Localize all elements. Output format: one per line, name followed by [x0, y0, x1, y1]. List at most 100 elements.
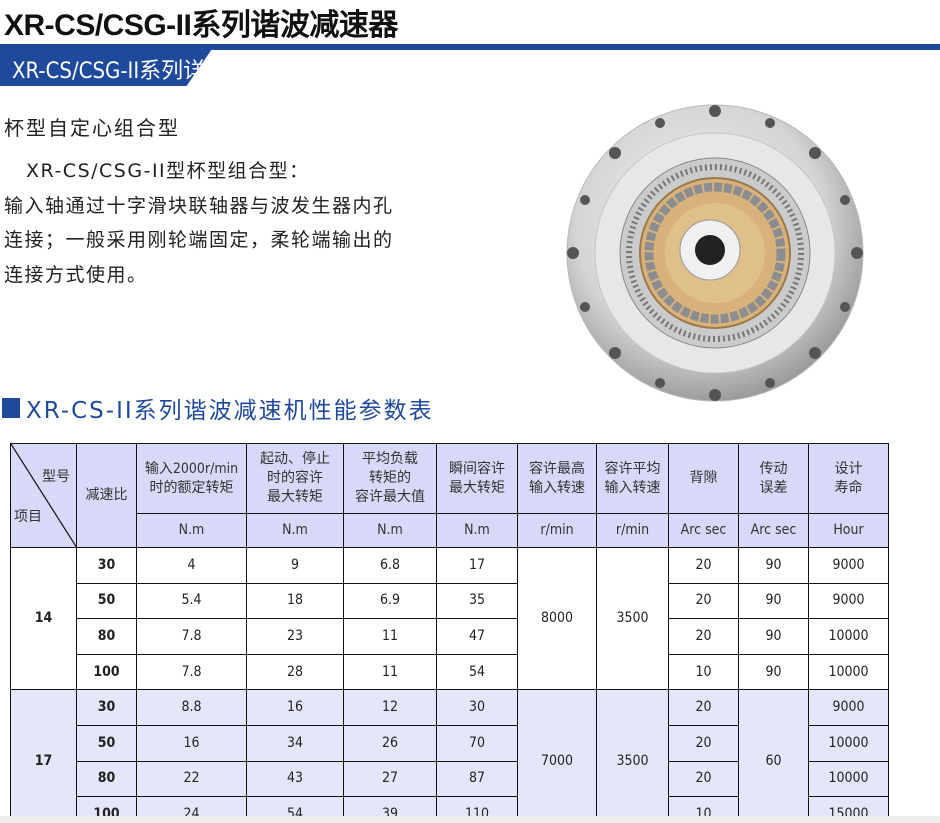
table-row: 50 5.4 18 6.9 35 20 90 9000 — [11, 582, 889, 620]
error-cell: 90 — [738, 582, 809, 620]
instant-torque-cell: 54 — [436, 653, 518, 691]
instant-torque-cell: 47 — [436, 618, 518, 655]
life-cell: 9000 — [808, 582, 889, 620]
life-cell: 9000 — [808, 689, 889, 726]
startstop-torque-cell: 18 — [246, 582, 344, 620]
rated-torque-cell: 7.8 — [136, 618, 247, 655]
description-line: 连接方式使用。 — [4, 263, 148, 286]
corner-bottom-label: 项目 — [14, 509, 42, 525]
unit-cell: r/min — [596, 513, 669, 548]
startstop-torque-cell: 9 — [246, 547, 344, 584]
description: XR-CS/CSG-II型杯型组合型： 输入轴通过十字滑块联轴器与波发生器内孔 … — [4, 154, 474, 292]
startstop-torque-cell: 23 — [246, 618, 344, 655]
table-row: 17 30 8.8 16 12 30 7000 3500 20 60 9000 — [10, 689, 889, 823]
ratio-cell: 50 — [76, 582, 137, 620]
rated-torque-cell: 22 — [136, 760, 247, 798]
column-header: 设计 寿命 — [808, 443, 889, 514]
max-speed-cell: 8000 — [517, 546, 597, 691]
rated-torque-cell: 5.4 — [136, 582, 247, 620]
avg-torque-cell: 11 — [343, 653, 437, 691]
instant-torque-cell: 70 — [436, 724, 518, 762]
ratio-cell: 50 — [76, 724, 137, 762]
instant-torque-cell: 30 — [436, 689, 518, 726]
startstop-torque-cell: 28 — [246, 653, 344, 691]
column-header: 输入2000r/min 时的额定转矩 — [136, 443, 247, 514]
unit-cell: N.m — [136, 513, 247, 548]
harmonic-reducer-image — [566, 104, 864, 402]
description-line: XR-CS/CSG-II型杯型组合型： — [26, 160, 310, 182]
square-bullet-icon — [2, 398, 20, 418]
unit-cell: r/min — [517, 513, 597, 548]
model-cell: 14 — [10, 546, 77, 691]
avg-torque-cell: 6.8 — [343, 547, 437, 584]
section-heading: XR-CS-II系列谐波减速机性能参数表 — [2, 391, 434, 425]
life-cell: 10000 — [808, 724, 889, 762]
unit-cell: Arc sec — [738, 513, 809, 548]
header-row: 型号 项目 减速比 输入2000r/min 时的额定转矩 起动、停止 时的容许 最大转矩… — [10, 443, 889, 548]
section-heading-text: XR-CS-II系列谐波减速机性能参数表 — [26, 398, 434, 424]
life-cell: 9000 — [808, 547, 889, 584]
product-type: 杯型自定心组合型 — [4, 116, 180, 140]
backlash-cell: 20 — [668, 547, 739, 584]
unit-cell: N.m — [436, 513, 518, 548]
ratio-cell: 30 — [76, 547, 137, 584]
instant-torque-cell: 87 — [436, 760, 518, 798]
rated-torque-cell: 4 — [136, 547, 247, 584]
avg-torque-cell: 11 — [343, 618, 437, 655]
ratio-cell: 80 — [76, 618, 137, 655]
ratio-cell: 100 — [76, 653, 137, 691]
backlash-cell: 20 — [668, 689, 739, 726]
avg-torque-cell: 12 — [343, 689, 437, 726]
backlash-cell: 20 — [668, 760, 739, 798]
column-header: 瞬间容许 最大转矩 — [436, 443, 518, 514]
rated-torque-cell: 16 — [136, 724, 247, 762]
life-cell: 10000 — [808, 760, 889, 798]
error-cell: 90 — [738, 547, 809, 584]
bottom-scroll-edge — [0, 816, 940, 823]
unit-cell: Hour — [808, 513, 889, 548]
table-row: 100 7.8 28 11 54 10 90 10000 — [11, 653, 889, 691]
error-cell: 90 — [738, 618, 809, 655]
instant-torque-cell: 17 — [436, 547, 518, 584]
section-banner: XR-CS/CSG-II系列详解 — [0, 49, 212, 86]
diagonal-divider — [11, 444, 77, 548]
column-header: 背隙 — [668, 443, 739, 514]
column-header: 平均负载 转矩的 容许最大值 — [343, 443, 437, 514]
column-header: 起动、停止 时的容许 最大转矩 — [246, 443, 344, 514]
table-row: 100 24 54 39 110 10 15000 — [11, 796, 889, 823]
corner-header: 型号项目 — [10, 443, 77, 548]
avg-speed-cell: 3500 — [596, 689, 669, 823]
corner-top-label: 型号 — [42, 469, 70, 485]
unit-cell: Arc sec — [668, 513, 739, 548]
units-row: N.m N.m N.m N.m r/min r/min Arc sec Arc sec Hour — [11, 513, 889, 548]
avg-torque-cell: 6.9 — [343, 582, 437, 620]
page-title: XR-CS/CSG-II系列谐波减速器 — [4, 9, 398, 42]
column-header: 减速比 — [76, 443, 137, 548]
max-speed-cell: 7000 — [517, 689, 597, 823]
error-cell: 90 — [738, 653, 809, 691]
startstop-torque-cell: 43 — [246, 760, 344, 798]
banner-text: XR-CS/CSG-II系列详解 — [12, 59, 206, 116]
unit-cell: N.m — [246, 513, 344, 548]
backlash-cell: 10 — [668, 653, 739, 691]
startstop-torque-cell: 16 — [246, 689, 344, 726]
description-line: 输入轴通过十字滑块联轴器与波发生器内孔 — [4, 194, 394, 217]
ratio-cell: 30 — [76, 689, 137, 726]
table-row: 80 7.8 23 11 47 20 90 10000 — [11, 618, 889, 655]
life-cell: 10000 — [808, 653, 889, 691]
instant-torque-cell: 35 — [436, 582, 518, 620]
rated-torque-cell: 7.8 — [136, 653, 247, 691]
description-line: 连接；一般采用刚轮端固定，柔轮端输出的 — [4, 229, 394, 251]
title-divider — [0, 44, 940, 50]
avg-torque-cell: 27 — [343, 760, 437, 798]
backlash-cell: 20 — [668, 724, 739, 762]
backlash-cell: 20 — [668, 618, 739, 655]
ratio-cell: 80 — [76, 760, 137, 798]
table-row: 14 30 4 9 6.8 17 8000 3500 20 90 9000 — [10, 546, 889, 691]
backlash-cell: 20 — [668, 582, 739, 620]
avg-speed-cell: 3500 — [596, 546, 669, 691]
parameter-table: 型号 项目 减速比 输入2000r/min 时的额定转矩 起动、停止 时的容许 最大转矩… — [10, 443, 889, 823]
column-header: 容许最高 输入转速 — [517, 443, 597, 514]
rated-torque-cell: 8.8 — [136, 689, 247, 726]
life-cell: 10000 — [808, 618, 889, 655]
